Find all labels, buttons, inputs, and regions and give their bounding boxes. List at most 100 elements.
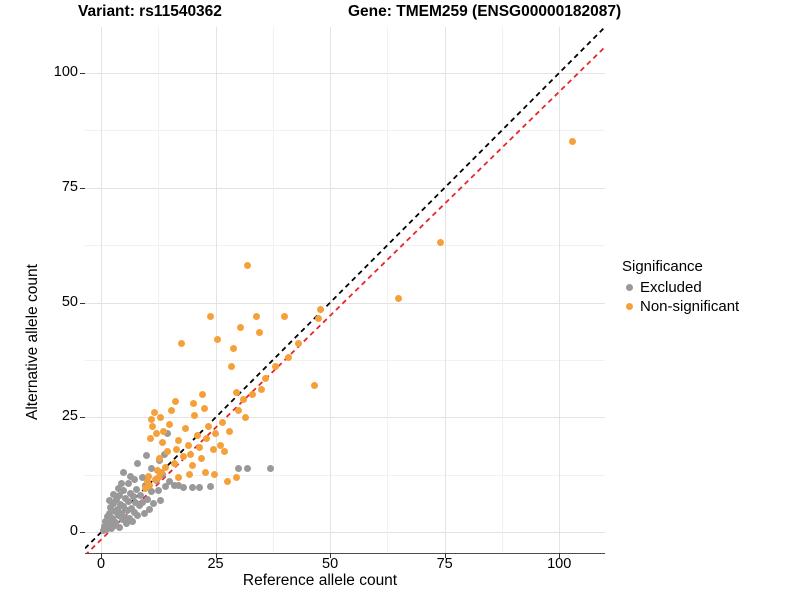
data-point (161, 482, 169, 490)
x-tick-mark (444, 553, 446, 558)
data-point (125, 497, 133, 505)
x-tick-label: 75 (436, 556, 453, 572)
gridline (85, 360, 605, 362)
data-point (147, 416, 155, 424)
data-point (280, 312, 288, 320)
data-point (248, 391, 256, 398)
x-tick-label: 25 (207, 556, 224, 572)
data-point (255, 328, 263, 336)
data-point (145, 505, 153, 513)
data-point (184, 441, 192, 449)
gridline (501, 27, 503, 553)
data-point (151, 475, 159, 483)
data-point (114, 505, 122, 513)
data-point (201, 469, 209, 477)
data-point (104, 520, 112, 528)
legend-item[interactable]: Excluded (622, 278, 797, 297)
data-point (171, 397, 179, 405)
y-tick-mark (80, 187, 85, 189)
data-point (180, 483, 187, 491)
data-point (166, 420, 174, 428)
data-point (212, 430, 220, 438)
gridline (85, 532, 605, 534)
data-point (118, 480, 126, 488)
data-point (193, 432, 201, 440)
data-point (131, 499, 139, 507)
data-point (144, 478, 152, 486)
gridline (85, 302, 605, 304)
gridline (85, 245, 605, 247)
data-point (128, 517, 136, 525)
data-point (218, 418, 226, 426)
data-point (185, 471, 193, 479)
data-point (170, 481, 178, 489)
legend-key (622, 303, 637, 310)
gridline (387, 27, 389, 553)
data-point (139, 473, 147, 481)
y-tick-label: 0 (69, 523, 78, 540)
data-point (125, 480, 133, 488)
data-point (267, 464, 275, 472)
chart-title-row: Variant: rs11540362 Gene: TMEM259 (ENSG0… (0, 0, 800, 26)
data-point (253, 312, 261, 320)
data-point (244, 262, 252, 270)
data-point (175, 481, 183, 489)
data-point (168, 407, 176, 415)
data-point (209, 446, 217, 454)
data-point (569, 138, 577, 146)
data-point (228, 363, 236, 371)
data-point (142, 485, 150, 493)
data-point (154, 466, 162, 474)
data-point (123, 520, 131, 528)
data-point (129, 492, 137, 500)
data-point (225, 427, 233, 435)
gridline (444, 27, 446, 553)
data-point (130, 508, 138, 516)
data-point (211, 471, 219, 479)
legend-item[interactable]: Non-significant (622, 297, 797, 316)
data-point (244, 464, 252, 472)
data-point (118, 509, 126, 517)
data-point (199, 391, 207, 398)
data-point (109, 499, 117, 507)
data-point (214, 335, 222, 343)
data-point (150, 500, 158, 508)
data-point (154, 486, 162, 494)
data-point (234, 407, 242, 415)
data-point (230, 345, 238, 353)
data-point (113, 496, 121, 504)
x-tick-mark (215, 553, 217, 558)
gridline (101, 27, 103, 553)
legend-items: Excluded Non-significant (622, 278, 797, 316)
data-point (180, 453, 187, 461)
gridline (85, 130, 605, 132)
x-tick-label: 100 (547, 556, 572, 572)
data-point (173, 446, 181, 454)
data-point (143, 451, 151, 459)
y-tick-mark (80, 417, 85, 419)
data-point (146, 481, 154, 489)
data-point (133, 485, 141, 493)
gene-title: Gene: TMEM259 (ENSG00000182087) (348, 3, 622, 20)
data-point (196, 443, 204, 451)
y-tick-mark (80, 302, 85, 304)
data-point (134, 512, 142, 520)
data-point (310, 381, 318, 389)
data-point (144, 495, 152, 503)
y-tick-mark (80, 532, 85, 534)
data-point (127, 472, 135, 480)
data-point (157, 413, 165, 421)
data-point (232, 473, 240, 481)
data-point (166, 478, 174, 486)
data-point (317, 306, 325, 314)
data-point (138, 498, 146, 506)
data-point (145, 472, 153, 480)
data-point (196, 483, 204, 491)
data-point (156, 455, 164, 463)
data-point (161, 463, 169, 471)
legend-key (622, 284, 637, 291)
data-point (140, 509, 148, 517)
data-point (115, 492, 123, 500)
data-point (163, 448, 171, 456)
data-point (190, 400, 198, 408)
